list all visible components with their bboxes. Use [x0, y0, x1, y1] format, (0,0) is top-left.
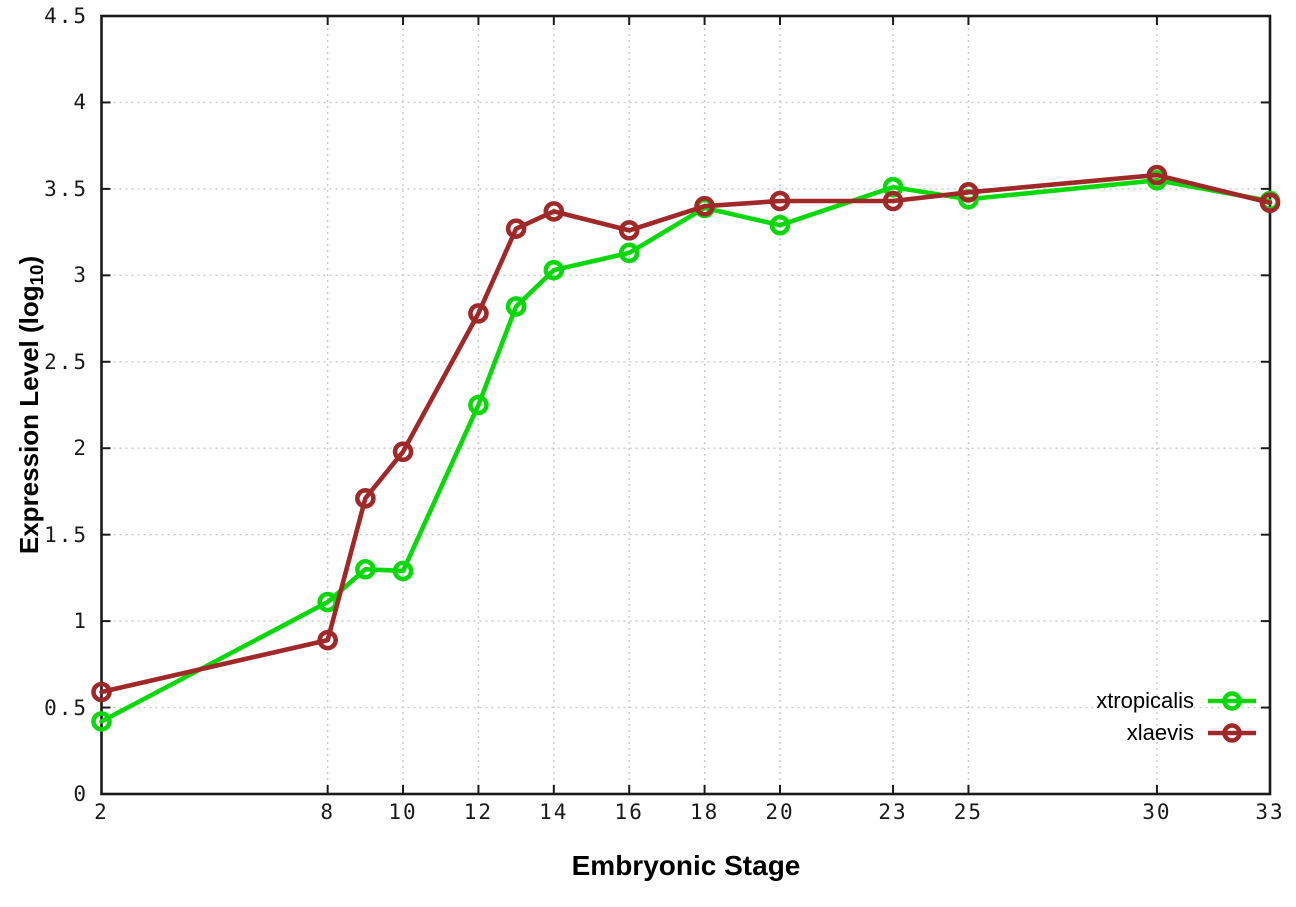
x-tick-label: 8: [320, 800, 335, 824]
data-point-xlaevis: [317, 629, 338, 651]
legend: xtropicalis xlaevis: [1096, 686, 1258, 748]
y-tick-label: 0: [73, 782, 88, 806]
y-tick-label: 1.5: [44, 522, 88, 547]
x-tick-label: 20: [765, 800, 795, 824]
x-tick-label: 33: [1255, 800, 1285, 824]
data-point-xlaevis: [618, 220, 640, 241]
data-point-xtropicalis: [355, 558, 376, 580]
x-tick-label: 10: [388, 800, 418, 824]
x-axis-label: Embryonic Stage: [571, 850, 801, 881]
x-tick-label: 30: [1142, 800, 1172, 824]
legend-row-xlaevis: xlaevis: [1096, 718, 1258, 748]
data-point-xlaevis: [882, 190, 904, 212]
data-point-xlaevis: [91, 681, 112, 703]
legend-marker-xtropicalis: [1208, 691, 1256, 711]
plot-border: [100, 14, 1272, 796]
x-tick-label: 23: [878, 800, 908, 824]
data-point-xlaevis: [355, 488, 376, 509]
y-axis-label-subscript: 10: [25, 264, 47, 286]
data-point-xlaevis: [769, 190, 791, 212]
legend-marker-xlaevis: [1208, 723, 1256, 743]
y-axis-label-text: Expression Level (log: [14, 285, 45, 555]
x-tick-label: 16: [614, 800, 644, 824]
x-tick-label: 12: [463, 800, 494, 824]
y-tick-label: 0.5: [44, 695, 88, 720]
legend-label-xlaevis: xlaevis: [1126, 720, 1194, 745]
data-point-xtropicalis: [769, 214, 791, 236]
x-tick-label: 25: [953, 800, 984, 824]
legend-row-xtropicalis: xtropicalis: [1096, 686, 1258, 716]
y-axis-label: Expression Level (log10): [14, 256, 48, 554]
data-point-xtropicalis: [505, 296, 527, 317]
data-point-xtropicalis: [468, 394, 489, 416]
legend-label-xtropicalis: xtropicalis: [1096, 688, 1194, 713]
data-point-xlaevis: [1259, 192, 1281, 214]
data-point-xlaevis: [958, 182, 979, 203]
data-point-xlaevis: [1146, 164, 1168, 186]
data-point-xlaevis: [392, 441, 414, 462]
y-tick-label: 4.5: [44, 4, 88, 28]
data-point-xlaevis: [543, 201, 565, 222]
data-point-xtropicalis: [392, 560, 414, 582]
y-tick-label: 3.5: [44, 176, 88, 201]
x-tick-label: 14: [539, 800, 569, 824]
y-tick-label: 1: [73, 609, 88, 634]
y-tick-label: 2.5: [44, 349, 88, 374]
x-tick-label: 2: [94, 800, 109, 824]
series-line-xtropicalis: [99, 177, 1273, 724]
data-point-xlaevis: [468, 303, 489, 324]
y-tick-label: 4: [73, 90, 88, 115]
x-tick-label: 18: [689, 800, 720, 824]
series-line-xlaevis: [99, 172, 1273, 695]
data-point-xtropicalis: [91, 711, 112, 732]
y-axis-label-suffix: ): [14, 255, 45, 265]
data-point-xtropicalis: [543, 259, 565, 281]
data-point-xlaevis: [694, 195, 715, 217]
y-tick-label: 3: [73, 263, 88, 288]
y-tick-label: 2: [73, 436, 88, 461]
data-point-xtropicalis: [618, 242, 640, 264]
data-point-xlaevis: [505, 218, 527, 239]
